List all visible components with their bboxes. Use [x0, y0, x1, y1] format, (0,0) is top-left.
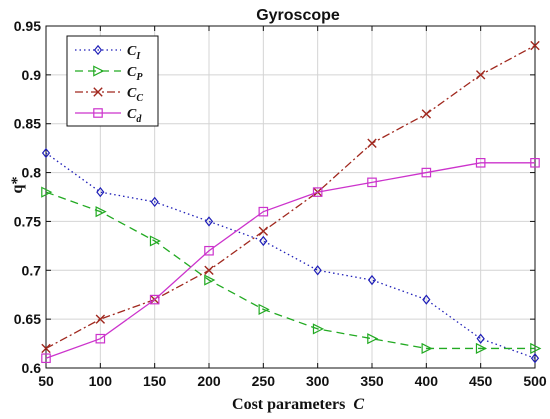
- data-point: [313, 265, 322, 276]
- data-point: [312, 187, 323, 197]
- data-point: [421, 109, 432, 119]
- x-tick-label: 100: [89, 373, 113, 389]
- data-point: [149, 294, 160, 305]
- y-axis-label: q*: [9, 177, 26, 194]
- data-point: [476, 333, 485, 344]
- legend-marker: [93, 108, 103, 118]
- data-point: [95, 206, 107, 218]
- data-point: [530, 342, 542, 355]
- x-axis-label-text: Cost parameters: [232, 396, 345, 413]
- data-point: [367, 138, 377, 148]
- x-tick-label: 150: [143, 373, 167, 389]
- data-point: [150, 196, 159, 208]
- data-point: [475, 70, 486, 80]
- series-line: [45, 152, 536, 359]
- data-point: [367, 274, 377, 286]
- data-point: [422, 294, 431, 305]
- x-tick-label: 400: [415, 373, 439, 389]
- data-point: [204, 274, 216, 286]
- legend-label-main: C: [127, 107, 137, 122]
- series-group: [41, 40, 542, 364]
- data-point: [421, 167, 432, 178]
- y-tick-label: 0.65: [14, 311, 41, 327]
- x-tick-label: 200: [197, 373, 221, 389]
- series-c-d: [41, 158, 540, 364]
- data-point: [95, 314, 106, 324]
- x-tick-label: 300: [306, 373, 330, 389]
- y-tick-label: 0.9: [22, 67, 42, 83]
- data-point: [367, 333, 379, 345]
- data-point: [41, 353, 51, 364]
- y-tick-label: 0.85: [14, 116, 41, 132]
- series-c-c: [41, 40, 540, 354]
- legend-marker: [93, 44, 103, 56]
- x-tick-label: 350: [360, 373, 384, 389]
- data-point: [530, 353, 540, 364]
- legend-label: Cd: [127, 107, 142, 125]
- legend-box: [66, 35, 159, 127]
- legend-label: CI: [127, 44, 141, 62]
- data-point: [41, 343, 51, 354]
- data-point: [258, 206, 269, 217]
- data-point: [475, 158, 486, 168]
- y-tick-label: 0.7: [22, 262, 42, 278]
- data-point: [204, 216, 214, 227]
- axes: 50 100 150 200 250 300 350 400 450 500 0.6 0.65 0.7 0…: [14, 18, 547, 389]
- data-point: [95, 333, 106, 344]
- legend-label-sub: I: [135, 51, 141, 62]
- data-point: [258, 226, 269, 236]
- x-tick-label: 450: [469, 373, 493, 389]
- series-line: [45, 191, 535, 350]
- data-point: [204, 245, 214, 256]
- legend-label-main: C: [127, 44, 137, 59]
- legend-label-sub: d: [136, 114, 142, 125]
- data-point: [96, 186, 105, 198]
- y-tick-label: 0.6: [22, 360, 42, 376]
- data-point: [259, 235, 268, 247]
- x-axis-label-variable: C: [353, 396, 364, 413]
- legend-marker: [93, 87, 103, 97]
- series-line: [45, 162, 535, 359]
- y-tick-label: 0.75: [14, 213, 41, 229]
- data-point: [475, 342, 488, 355]
- data-point: [204, 265, 214, 275]
- data-point: [312, 323, 325, 335]
- data-point: [258, 303, 270, 315]
- y-tick-label: 0.8: [22, 165, 42, 181]
- data-point: [530, 40, 540, 51]
- x-tick-label: 50: [38, 373, 54, 389]
- legend-label: CP: [127, 65, 143, 83]
- data-point: [421, 342, 433, 355]
- x-tick-label: 250: [252, 373, 276, 389]
- legend-label-main: C: [127, 86, 137, 101]
- series-c-p: [41, 186, 542, 355]
- data-point: [367, 177, 377, 188]
- plot-frame: [45, 25, 536, 369]
- x-axis-label: Cost parameters C: [232, 396, 364, 413]
- data-point: [530, 158, 540, 168]
- y-tick-label: 0.95: [14, 18, 41, 34]
- series-c-i: [41, 147, 540, 364]
- data-point: [149, 235, 162, 247]
- legend-label-sub: P: [136, 72, 143, 83]
- chart-title: Gyroscope: [256, 7, 340, 24]
- data-point: [41, 147, 51, 159]
- legend-label-sub: C: [136, 93, 143, 104]
- x-tick-label: 500: [523, 373, 547, 389]
- data-point: [41, 186, 53, 198]
- legend-marker: [93, 65, 105, 77]
- legend-label: CC: [127, 86, 143, 104]
- legend-label-main: C: [127, 65, 137, 80]
- series-line: [45, 44, 536, 350]
